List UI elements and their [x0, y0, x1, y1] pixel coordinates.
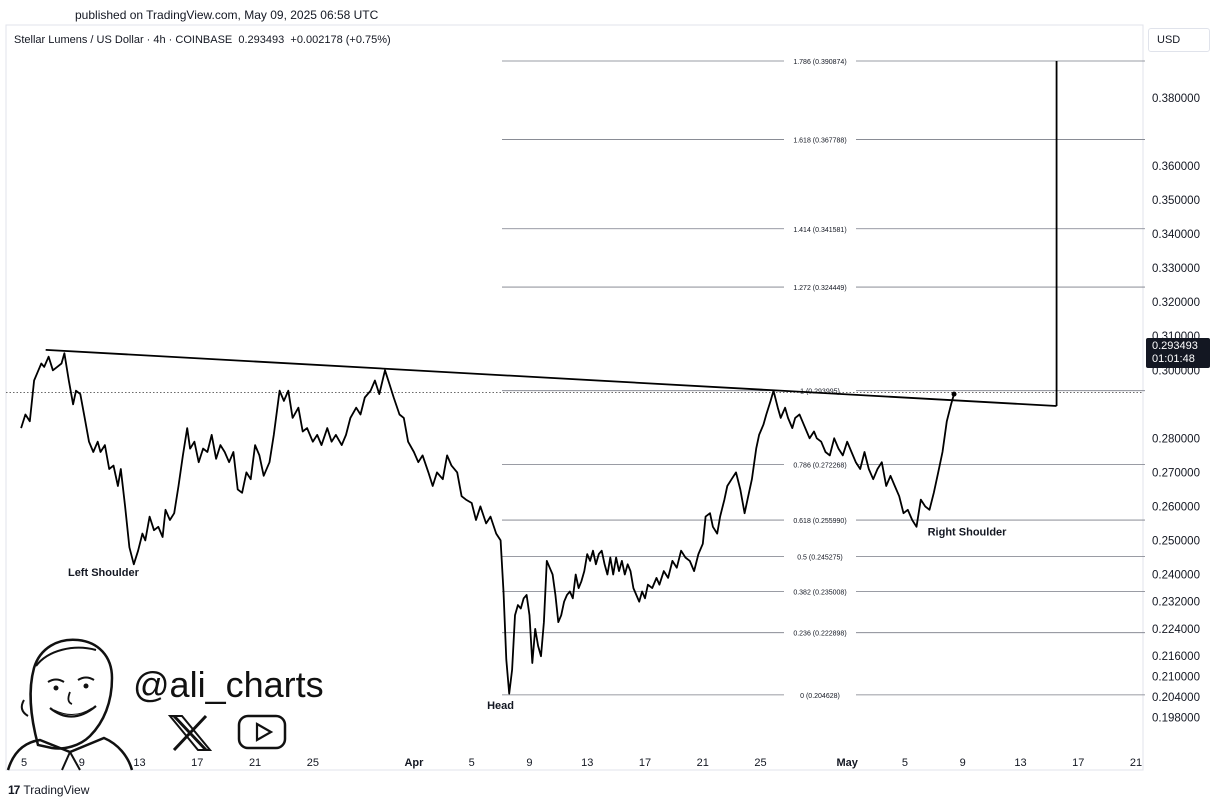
price-tick-label: 0.270000 — [1152, 467, 1200, 479]
fib-label-bg — [784, 459, 856, 470]
price-tick-label: 0.216000 — [1152, 651, 1200, 663]
fib-label-bg — [784, 515, 856, 526]
time-tick-label: 21 — [249, 757, 261, 769]
price-tick-label: 0.280000 — [1152, 433, 1200, 445]
plot-area-border — [5, 24, 1144, 771]
price-change: +0.002178 (+0.75%) — [290, 34, 391, 46]
time-tick-label: 9 — [526, 757, 532, 769]
price-tick-label: 0.330000 — [1152, 263, 1200, 275]
time-tick-label: 21 — [697, 757, 709, 769]
pattern-annotation: Head — [487, 700, 514, 712]
published-note: published on TradingView.com, May 09, 20… — [75, 8, 379, 22]
time-tick-label: May — [836, 757, 858, 769]
price-tick-label: 0.240000 — [1152, 569, 1200, 581]
time-tick-label: 17 — [191, 757, 203, 769]
price-tick-label: 0.204000 — [1152, 692, 1200, 704]
last-price-dot — [951, 391, 957, 397]
avatar-icon — [6, 638, 134, 771]
last-price: 0.293493 — [238, 34, 285, 46]
fib-label-bg — [784, 55, 856, 66]
current-price-tag: 0.293493 01:01:48 — [1146, 338, 1210, 368]
fib-label-bg — [784, 689, 856, 700]
price-tick-label: 0.250000 — [1152, 535, 1200, 547]
tradingview-logo-icon: 17 — [8, 783, 20, 797]
twitter-handle: @ali_charts — [133, 664, 324, 705]
price-tick-label: 0.380000 — [1152, 93, 1200, 105]
price-tick-label: 0.340000 — [1152, 229, 1200, 241]
pattern-annotation: Left Shoulder — [68, 567, 140, 579]
fib-level-label: 1.414 (0.341581) — [793, 227, 846, 234]
fib-label-bg — [784, 223, 856, 234]
x-social-icon[interactable] — [167, 714, 213, 752]
neckline-layer — [45, 60, 1058, 407]
price-tick-label: 0.198000 — [1152, 712, 1200, 724]
fib-level-label: 1.272 (0.324449) — [793, 285, 846, 292]
bar-countdown: 01:01:48 — [1152, 353, 1195, 365]
fib-extension: 1.786 (0.390874) 1.618 (0.367788) 1.414 (0… — [502, 55, 1145, 700]
time-tick-label: 17 — [1072, 757, 1084, 769]
time-tick-label: 21 — [1130, 757, 1142, 769]
tradingview-brand: TradingView — [23, 783, 90, 797]
price-tick-label: 0.350000 — [1152, 195, 1200, 207]
time-tick-label: Apr — [404, 757, 424, 769]
time-tick-label: 13 — [581, 757, 593, 769]
fib-label-bg — [784, 586, 856, 597]
time-tick-label: 13 — [1014, 757, 1026, 769]
fib-level-label: 0.618 (0.255990) — [793, 518, 846, 525]
currency-button[interactable]: USD — [1148, 28, 1210, 52]
time-tick-label: 25 — [754, 757, 766, 769]
symbol-header: Stellar Lumens / US Dollar · 4h · COINBA… — [14, 34, 391, 46]
fib-label-bg — [784, 551, 856, 562]
current-price-value: 0.293493 — [1152, 340, 1198, 352]
fib-label-bg — [784, 385, 856, 396]
fib-level-label: 1.618 (0.367788) — [793, 138, 846, 145]
time-tick-label: 13 — [133, 757, 145, 769]
fib-level-label: 0.382 (0.235008) — [793, 589, 846, 596]
fib-level-label: 0.236 (0.222898) — [793, 631, 846, 638]
fib-label-bg — [784, 134, 856, 145]
price-tick-label: 0.232000 — [1152, 597, 1200, 609]
neckline — [45, 348, 1057, 407]
price-tick-label: 0.224000 — [1152, 624, 1200, 636]
pattern-labels: Left Shoulder Head Right Shoulder — [68, 526, 1007, 712]
time-tick-label: 9 — [960, 757, 966, 769]
time-tick-label: 17 — [639, 757, 651, 769]
time-tick-label: 9 — [79, 757, 85, 769]
pattern-annotation: Right Shoulder — [928, 526, 1008, 538]
time-tick-label: 5 — [902, 757, 908, 769]
price-axis: 0.380000 0.360000 0.350000 0.340000 0.330000… — [1152, 93, 1200, 724]
price-tick-label: 0.210000 — [1152, 672, 1200, 684]
fib-level-label: 0.786 (0.272268) — [793, 463, 846, 470]
price-line-layer — [6, 352, 1143, 695]
time-tick-label: 5 — [21, 757, 27, 769]
fib-label-bg — [784, 627, 856, 638]
price-tick-label: 0.260000 — [1152, 501, 1200, 513]
fib-level-label: 0 (0.204628) — [800, 693, 840, 700]
tradingview-footer[interactable]: 17 TradingView — [8, 783, 89, 797]
price-series-line — [20, 352, 955, 695]
price-tick-label: 0.300000 — [1152, 365, 1200, 377]
time-tick-label: 5 — [469, 757, 475, 769]
price-tick-label: 0.320000 — [1152, 297, 1200, 309]
fib-label-bg — [784, 282, 856, 293]
fib-level-label: 1.786 (0.390874) — [793, 59, 846, 66]
fib-level-label: 0.5 (0.245275) — [797, 555, 843, 562]
time-axis: 5 9 13 17 21 25 Apr 5 9 13 17 21 25 May 5 9 13 17 21 — [21, 757, 1142, 769]
symbol-name: Stellar Lumens / US Dollar · 4h · COINBA… — [14, 34, 233, 46]
price-tick-label: 0.360000 — [1152, 161, 1200, 173]
time-tick-label: 25 — [307, 757, 319, 769]
youtube-icon[interactable] — [237, 714, 287, 750]
